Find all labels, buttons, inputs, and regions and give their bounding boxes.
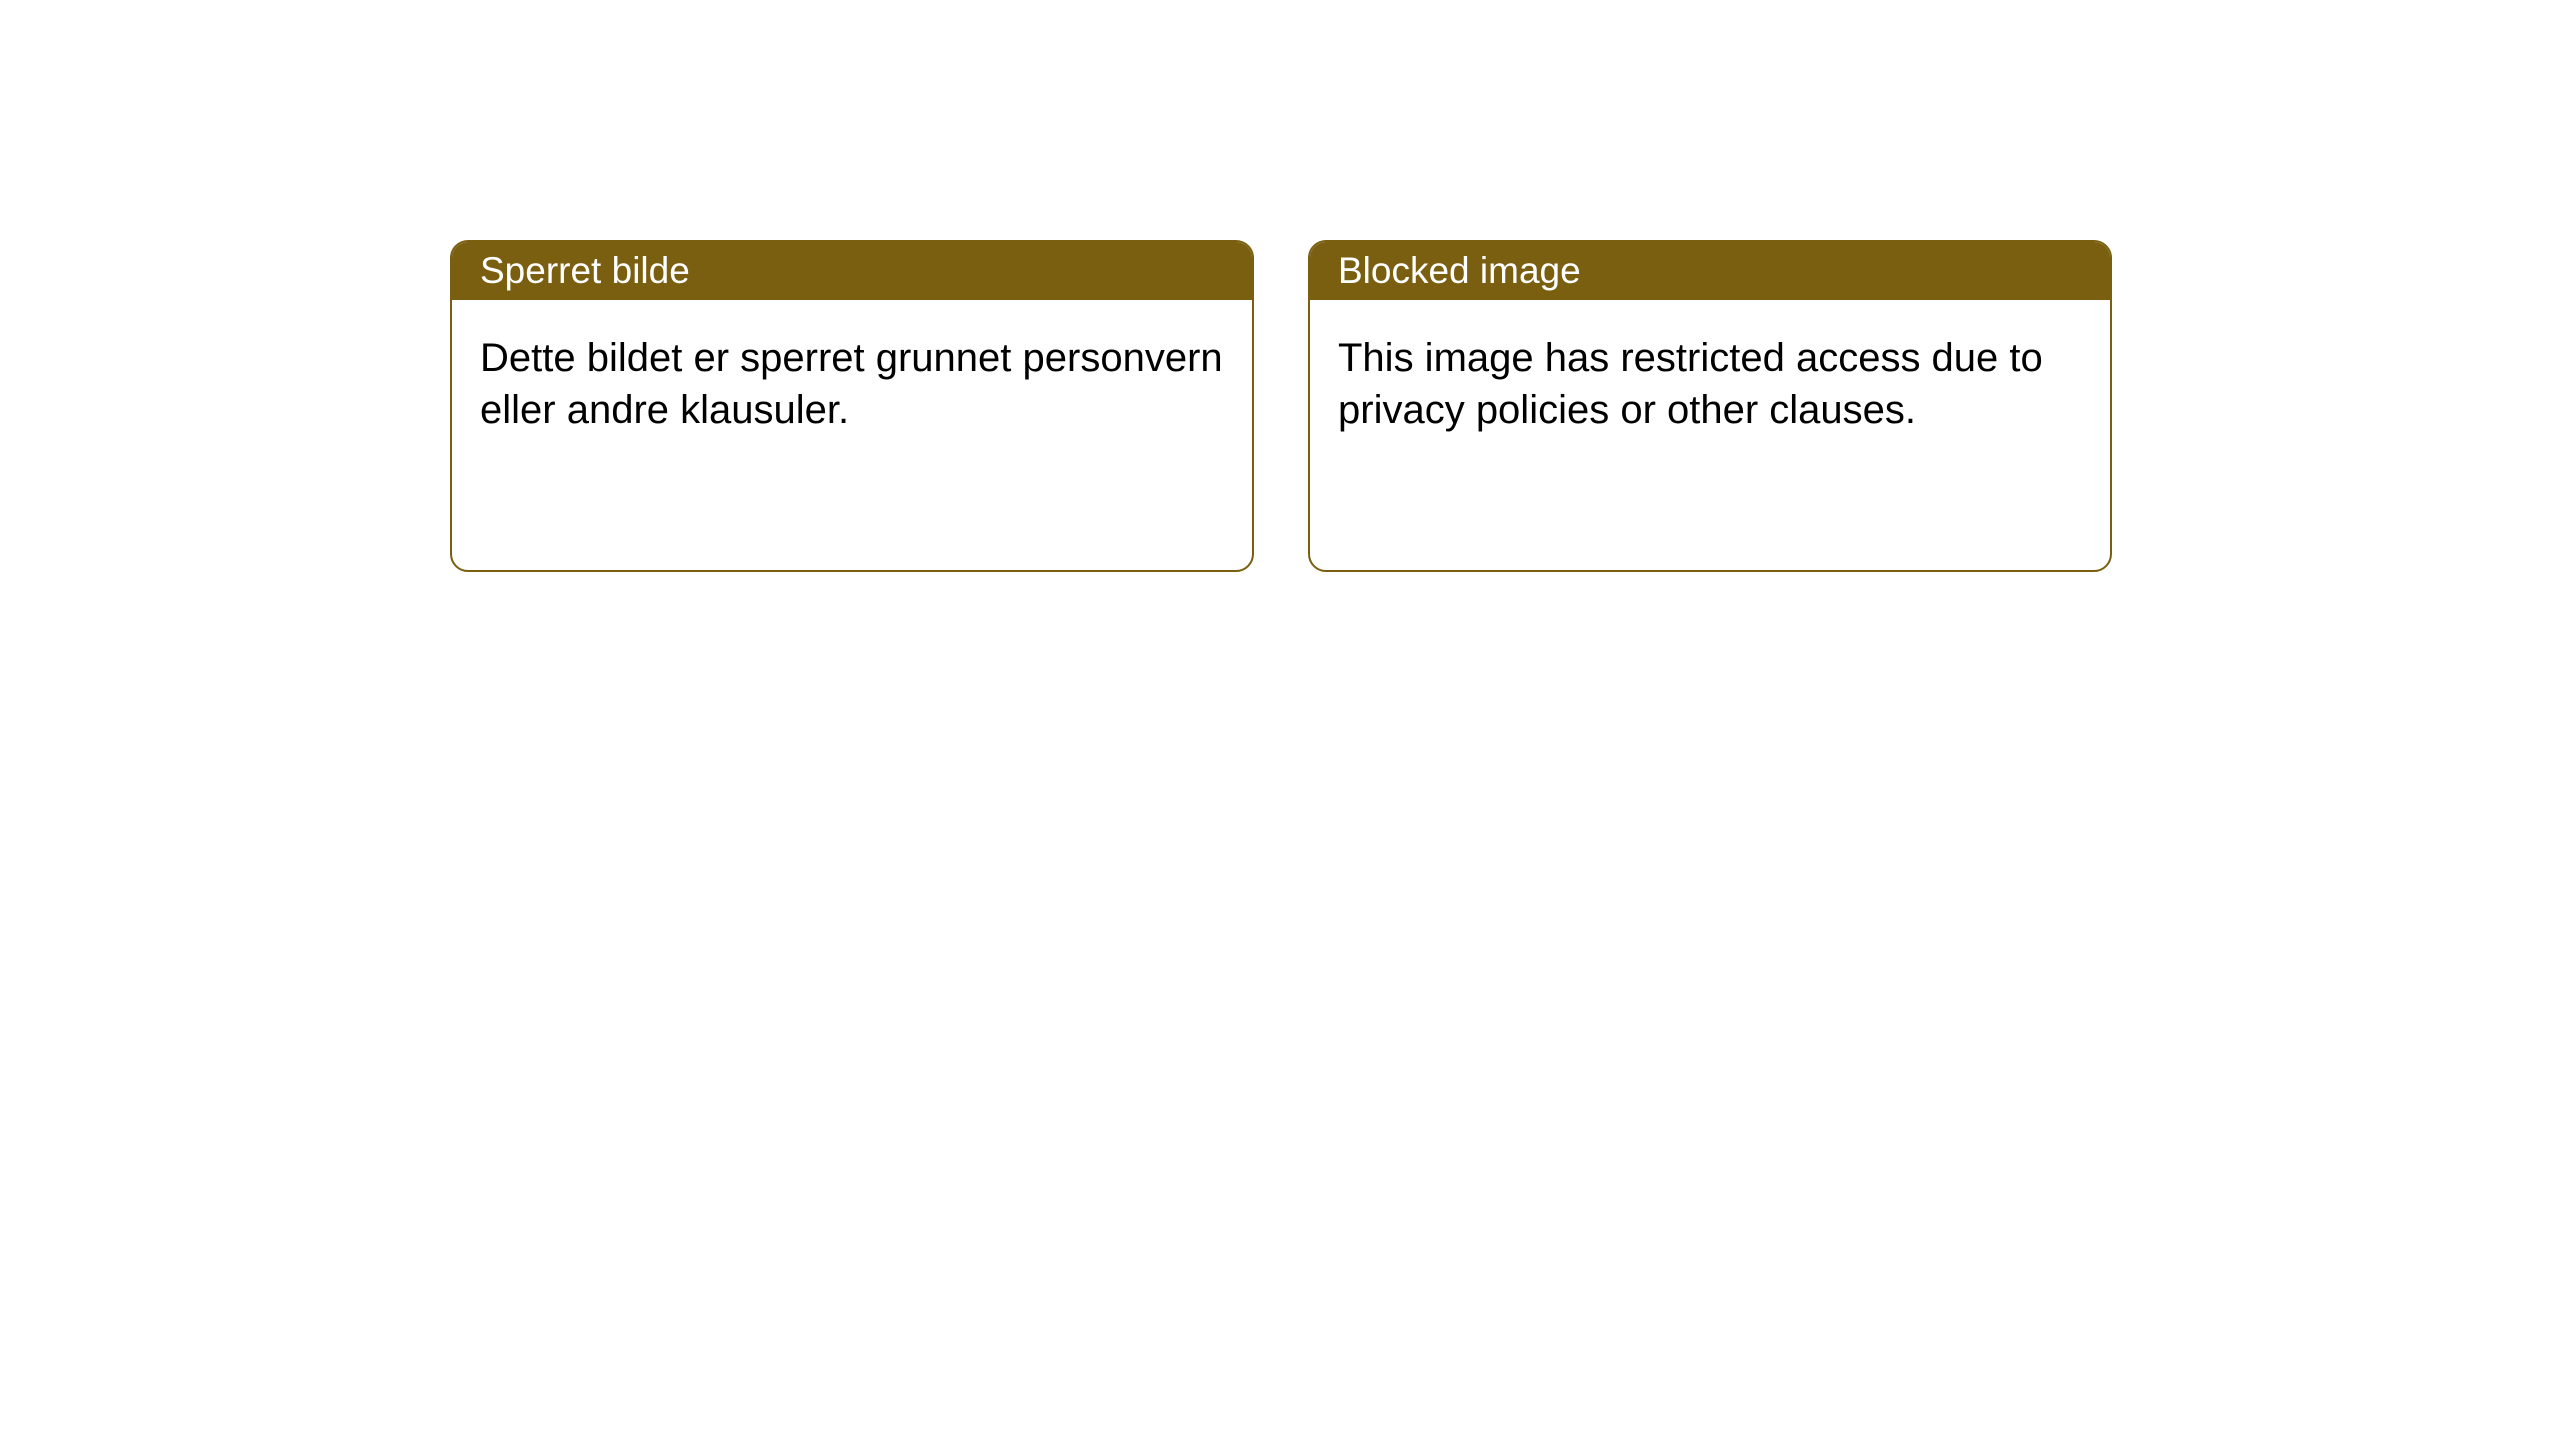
notice-container: Sperret bilde Dette bildet er sperret gr… — [0, 0, 2560, 572]
notice-card-english: Blocked image This image has restricted … — [1308, 240, 2112, 572]
notice-card-norwegian: Sperret bilde Dette bildet er sperret gr… — [450, 240, 1254, 572]
notice-body: This image has restricted access due to … — [1310, 300, 2110, 570]
notice-header: Blocked image — [1310, 242, 2110, 300]
notice-header: Sperret bilde — [452, 242, 1252, 300]
notice-body: Dette bildet er sperret grunnet personve… — [452, 300, 1252, 570]
